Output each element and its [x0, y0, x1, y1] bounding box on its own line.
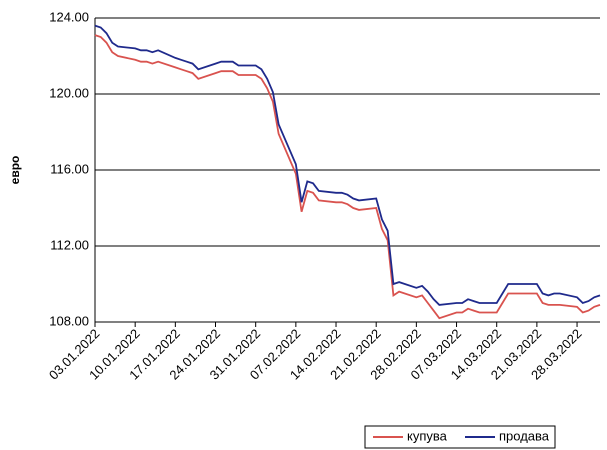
series-line: [94, 24, 601, 306]
y-tick-label: 112.00: [50, 237, 89, 252]
y-tick-label: 124.00: [49, 9, 89, 24]
legend-label: продава: [499, 428, 550, 443]
series-line: [94, 34, 601, 320]
y-tick-label: 120.00: [49, 85, 89, 100]
y-axis-label: евро: [8, 156, 22, 185]
legend-box: [364, 425, 556, 449]
legend-label: купува: [407, 428, 448, 443]
y-tick-label: 108.00: [49, 313, 89, 328]
y-tick-label: 116.00: [50, 161, 89, 176]
